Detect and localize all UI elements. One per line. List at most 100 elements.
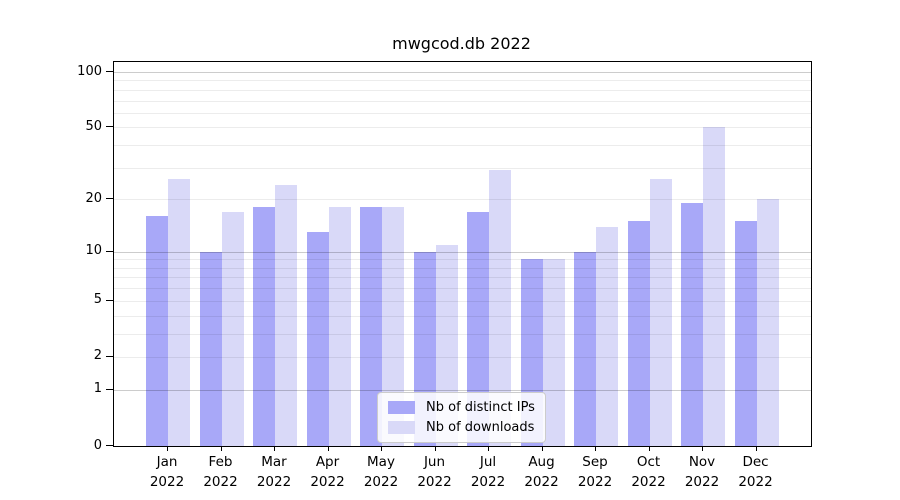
bar-distinct-ips [627,221,650,446]
legend: Nb of distinct IPs Nb of downloads [377,392,546,443]
bar-distinct-ips [360,207,382,446]
bar-distinct-ips [574,251,596,446]
y-tick-label: 5 [93,292,102,308]
x-tick-label: Mar 2022 [239,452,309,492]
y-tick-mark [106,445,113,446]
x-tick-label-line: 2022 [524,474,559,490]
y-tick-label: 1 [93,381,102,397]
y-tick-label: 0 [93,437,102,453]
bar-distinct-ips [681,203,703,446]
y-tick-mark [106,126,113,128]
bar-distinct-ips [253,207,275,446]
bar-downloads [489,170,511,446]
bar-downloads [596,226,618,446]
x-tick-label-line: Dec [742,454,769,470]
x-tick-label-line: Feb [208,454,233,470]
x-tick-mark [327,446,329,451]
chart-title: mwgcod.db 2022 [392,34,531,53]
bar-downloads [542,259,565,446]
bar-downloads [168,178,190,446]
minor-gridline [114,80,811,82]
x-tick-label-line: 2022 [417,474,452,490]
y-tick-mark [106,355,113,357]
bar-downloads [756,199,779,446]
bar-downloads [703,127,725,446]
y-tick-mark [106,198,113,200]
bar-downloads [328,207,351,446]
y-tick-label: 10 [85,243,102,259]
x-tick-label: Apr 2022 [293,452,363,492]
x-tick-label: Jan 2022 [132,452,202,492]
x-tick-label: Sep 2022 [560,452,630,492]
x-tick-mark [167,446,168,451]
x-tick-label-line: 2022 [631,474,666,490]
x-tick-label-line: 2022 [577,474,613,490]
legend-label: Nb of distinct IPs [426,400,535,415]
x-tick-label: Jun 2022 [400,452,470,492]
major-gridline [114,72,811,73]
y-tick-mark [106,299,113,301]
x-tick-label: Aug 2022 [507,452,577,492]
bar-distinct-ips [467,211,489,446]
x-tick-label: May 2022 [346,452,416,492]
x-tick-label-line: Oct [636,454,661,470]
x-tick-label-line: 2022 [149,474,185,490]
x-tick-label-line: Jan [156,454,178,470]
x-tick-label-line: 2022 [738,474,773,490]
bar-distinct-ips [734,221,757,446]
bar-downloads [221,211,244,446]
x-tick-mark [220,446,222,451]
x-tick-mark [648,446,650,451]
y-tick-label: 20 [85,190,102,206]
x-tick-label: Jul 2022 [453,452,523,492]
x-tick-mark [381,446,382,451]
x-tick-mark [755,446,757,451]
minor-gridline [114,89,811,91]
x-tick-label-line: Nov [688,454,716,470]
x-tick-label-line: 2022 [684,474,720,490]
legend-swatch [388,401,415,414]
plot-area [113,61,812,447]
x-tick-mark [595,446,596,451]
x-tick-mark [488,446,489,451]
x-tick-label-line: Aug [528,454,555,470]
bar-downloads [382,207,404,446]
x-tick-mark [434,446,436,451]
x-tick-label: Feb 2022 [186,452,256,492]
x-tick-label-line: Apr [315,454,340,470]
legend-row: Nb of distinct IPs [388,400,535,415]
x-tick-label-line: Jun [423,454,446,470]
x-tick-mark [274,446,275,451]
bar-downloads [649,178,672,446]
bar-distinct-ips [199,251,222,446]
legend-row: Nb of downloads [388,420,535,435]
minor-gridline [114,100,811,102]
y-tick-label: 100 [77,63,102,79]
x-tick-label-line: Jul [479,454,497,470]
y-tick-mark [106,250,113,252]
x-tick-label-line: 2022 [310,474,345,490]
bar-downloads [275,185,297,446]
x-tick-label-line: 2022 [256,474,292,490]
x-tick-label-line: 2022 [470,474,506,490]
x-tick-mark [541,446,543,451]
x-tick-label-line: 2022 [203,474,238,490]
x-tick-label: Oct 2022 [614,452,684,492]
x-tick-label-line: 2022 [363,474,399,490]
x-tick-mark [702,446,703,451]
x-tick-label: Dec 2022 [721,452,791,492]
minor-gridline [114,112,811,114]
y-tick-mark [106,388,113,390]
x-tick-label: Nov 2022 [667,452,737,492]
legend-swatch [388,421,415,434]
y-tick-label: 2 [93,348,102,364]
x-tick-label-line: Mar [261,454,287,470]
y-tick-mark [106,71,113,72]
x-tick-label-line: Sep [582,454,608,470]
x-tick-label-line: May [367,454,395,470]
bar-distinct-ips [306,232,329,446]
bar-distinct-ips [146,216,168,446]
y-tick-label: 50 [85,118,102,134]
legend-label: Nb of downloads [426,420,535,435]
